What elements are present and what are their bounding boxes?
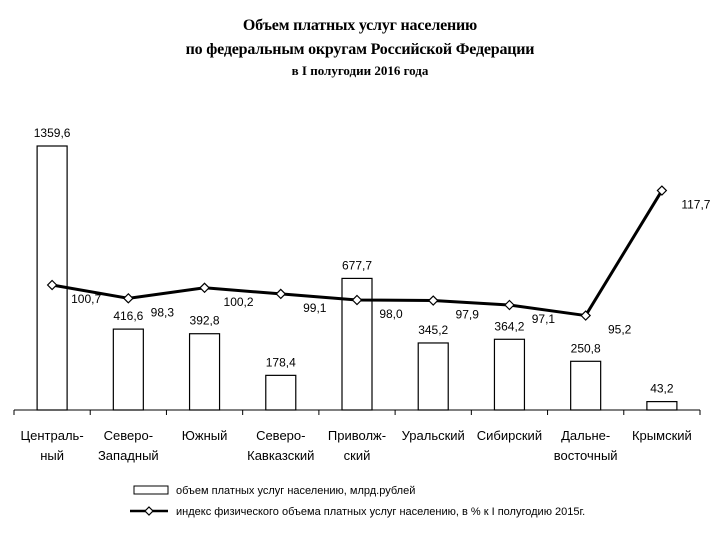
category-label: ский	[344, 448, 371, 463]
bar	[265, 374, 297, 411]
bar-value-label: 43,2	[650, 382, 674, 396]
category-label: восточный	[554, 448, 618, 463]
index-value-label: 97,9	[456, 308, 480, 322]
bar-value-label: 1359,6	[34, 126, 71, 140]
bar-value-label: 677,7	[342, 258, 372, 272]
index-point	[427, 295, 439, 306]
legend-bar-label: объем платных услуг населению, млрд.рубл…	[176, 485, 415, 497]
category-label: Северо-	[256, 428, 305, 443]
bar	[493, 338, 526, 411]
category-label: Северо-	[104, 428, 153, 443]
index-point	[46, 279, 58, 291]
category-label: Сибирский	[477, 428, 542, 443]
category-label: Уральский	[402, 428, 465, 443]
bar-value-label: 392,8	[190, 314, 220, 328]
index-value-label: 95,2	[608, 323, 632, 337]
index-point	[580, 310, 592, 321]
chart-subtitle-period: в I полугодии 2016 года	[291, 63, 429, 78]
index-point	[199, 282, 210, 294]
index-point	[656, 185, 668, 196]
index-value-label: 98,0	[379, 307, 403, 321]
legend-line-marker	[144, 506, 154, 516]
bar	[646, 401, 678, 411]
chart-title-block: Объем платных услуг населению по федерал…	[0, 14, 720, 80]
bar	[112, 328, 144, 411]
category-label: ный	[40, 448, 64, 463]
index-value-label: 117,7	[681, 198, 710, 212]
legend-line-label: индекс физического объема платных услуг …	[176, 506, 585, 518]
legend-bar-swatch	[133, 485, 169, 495]
bar-value-label: 345,2	[418, 323, 448, 337]
index-value-label: 100,2	[224, 295, 254, 309]
category-label: Крымский	[632, 428, 692, 443]
index-point	[122, 292, 134, 304]
category-label: Западный	[98, 448, 159, 463]
bar-value-label: 416,6	[113, 309, 143, 323]
category-label: Южный	[182, 428, 228, 443]
index-point	[351, 294, 363, 306]
bar	[36, 145, 68, 411]
bar-value-label: 364,2	[494, 319, 524, 333]
index-value-label: 98,3	[151, 305, 175, 319]
category-label: Приволж-	[328, 428, 386, 443]
bar	[417, 342, 449, 411]
index-value-label: 97,1	[532, 312, 556, 326]
bar	[570, 360, 602, 411]
category-label: Централь-	[21, 428, 84, 443]
index-value-label: 99,1	[303, 301, 327, 315]
chart-title: Объем платных услуг населению	[242, 17, 478, 34]
index-point	[504, 299, 515, 311]
bar-value-label: 250,8	[571, 341, 601, 355]
category-label: Кавказский	[247, 448, 314, 463]
index-value-label: 100,7	[71, 292, 101, 306]
category-label: Дальне-	[561, 428, 610, 443]
chart-subtitle: по федеральным округам Российской Федера…	[185, 41, 535, 58]
bar	[188, 333, 221, 411]
index-point	[275, 288, 287, 300]
bar-value-label: 178,4	[266, 355, 296, 369]
